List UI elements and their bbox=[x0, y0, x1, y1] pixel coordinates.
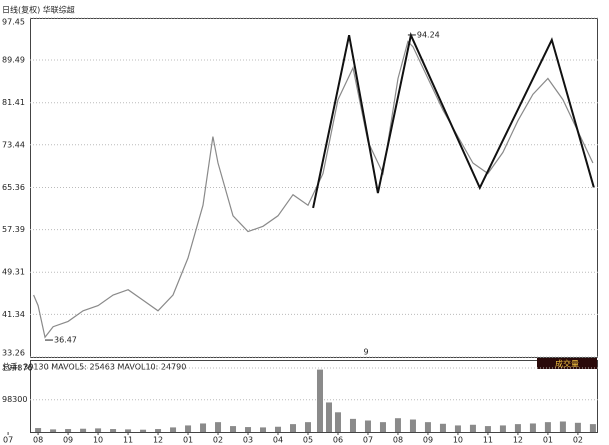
x-tick-label: 01 bbox=[183, 436, 193, 445]
volume-bar bbox=[454, 425, 461, 432]
volume-bar bbox=[80, 428, 87, 432]
annotation-label: 36.47 bbox=[54, 336, 77, 345]
volume-bar bbox=[325, 402, 332, 432]
volume-button[interactable] bbox=[537, 358, 597, 369]
volume-bar bbox=[484, 426, 491, 432]
volume-bar bbox=[439, 423, 446, 432]
x-tick-label: 08 bbox=[33, 436, 43, 445]
volume-bar bbox=[559, 421, 566, 432]
x-tick-label: 07 bbox=[363, 436, 373, 445]
volume-button-label[interactable]: 成交量 bbox=[555, 359, 579, 369]
volume-bar bbox=[155, 429, 162, 432]
y-tick-label: 57.39 bbox=[2, 225, 25, 234]
x-tick-label: 11 bbox=[483, 436, 493, 445]
x-tick-label: 02 bbox=[213, 436, 223, 445]
y-tick-label: 89.49 bbox=[2, 56, 25, 65]
volume-bar bbox=[334, 412, 341, 432]
chart-title: 日线(复权) 华联综超 bbox=[2, 5, 75, 15]
x-tick-label: 12 bbox=[153, 436, 163, 445]
volume-bar bbox=[65, 429, 72, 432]
x-tick-label: 07 bbox=[3, 436, 13, 445]
x-tick-label: 11 bbox=[123, 436, 133, 445]
x-tick-label: 12 bbox=[513, 436, 523, 445]
x-tick-label: 04 bbox=[273, 436, 283, 445]
volume-bar bbox=[574, 422, 581, 432]
y-tick-label: 41.34 bbox=[2, 310, 25, 319]
annotation-label: 94.24 bbox=[417, 30, 440, 39]
x-tick-label: 08 bbox=[393, 436, 403, 445]
volume-bar bbox=[110, 429, 117, 432]
volume-bar bbox=[379, 422, 386, 432]
marker: 9 bbox=[363, 348, 368, 357]
x-tick-label: 03 bbox=[243, 436, 253, 445]
volume-bar bbox=[95, 428, 102, 432]
volume-bar bbox=[230, 426, 237, 432]
volume-bar bbox=[544, 422, 551, 432]
volume-bar bbox=[215, 422, 222, 432]
volume-bar bbox=[35, 428, 42, 432]
volume-bar bbox=[185, 425, 192, 432]
y-tick-label: 33.26 bbox=[2, 349, 25, 358]
volume-bar bbox=[364, 420, 371, 432]
volume-bar bbox=[170, 427, 177, 432]
volume-bar bbox=[529, 423, 536, 432]
volume-bar bbox=[394, 418, 401, 432]
volume-bar bbox=[245, 427, 252, 432]
volume-bar bbox=[589, 424, 596, 432]
price-line bbox=[33, 40, 594, 339]
volume-bar bbox=[125, 429, 132, 432]
y-tick-label: 97.45 bbox=[2, 18, 25, 27]
x-tick-label: 02 bbox=[573, 436, 583, 445]
volume-bar bbox=[409, 419, 416, 432]
volume-bar bbox=[304, 422, 311, 432]
volume-bar bbox=[290, 424, 297, 432]
volume-bar bbox=[424, 422, 431, 432]
x-tick-label: 10 bbox=[453, 436, 463, 445]
volume-bar bbox=[499, 425, 506, 432]
y-tick-label: 81.41 bbox=[2, 98, 25, 107]
volume-bar bbox=[316, 369, 323, 432]
volume-bar bbox=[349, 418, 356, 432]
volume-bar bbox=[469, 424, 476, 432]
x-tick-label: 06 bbox=[333, 436, 343, 445]
volume-bar bbox=[514, 424, 521, 432]
volume-bar bbox=[200, 423, 207, 432]
volume-bar bbox=[275, 426, 282, 432]
y-tick-label: 65.36 bbox=[2, 183, 25, 192]
volume-legend: 总手: 39130 MAVOL5: 25463 MAVOL10: 24790 bbox=[2, 362, 186, 372]
x-tick-label: 10 bbox=[93, 436, 103, 445]
x-tick-label: 01 bbox=[543, 436, 553, 445]
volume-bar bbox=[260, 427, 267, 432]
y-tick-label: 194876 bbox=[2, 364, 33, 373]
volume-bar bbox=[140, 429, 147, 432]
y-tick-label: 73.44 bbox=[2, 140, 25, 149]
y-tick-label: 49.31 bbox=[2, 268, 25, 277]
price-frame bbox=[30, 18, 598, 358]
x-tick-label: 09 bbox=[63, 436, 73, 445]
x-tick-label: 09 bbox=[423, 436, 433, 445]
y-tick-label: 98300 bbox=[2, 395, 27, 404]
volume-bar bbox=[50, 429, 57, 432]
volume-frame bbox=[30, 360, 598, 433]
x-tick-label: 05 bbox=[303, 436, 313, 445]
